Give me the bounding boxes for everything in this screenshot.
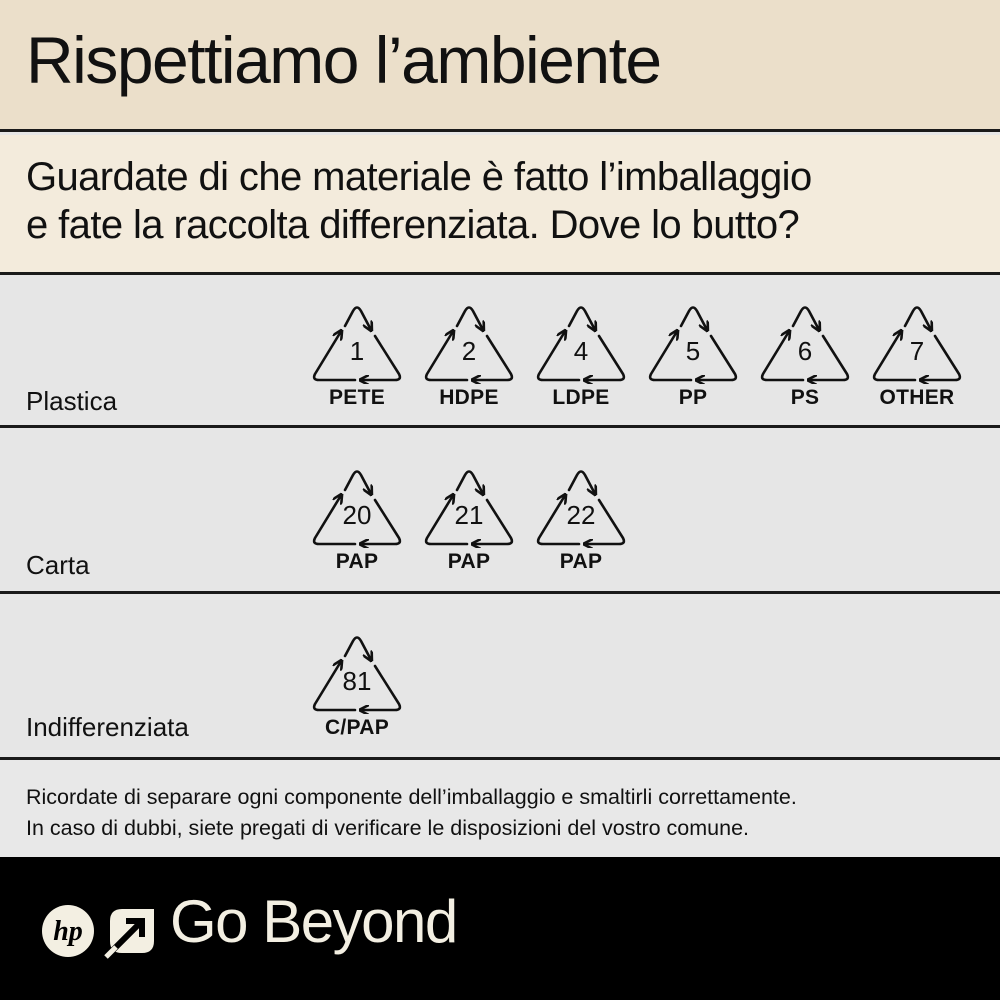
recycling-symbol: 81 C/PAP: [307, 630, 407, 740]
subtitle-line: Guardate di che materiale è fatto l’imba…: [26, 155, 812, 199]
resin-number: 2: [462, 336, 476, 366]
arrow-leaf-icon: [103, 909, 154, 959]
material-code: PAP: [559, 550, 603, 573]
material-code: LDPE: [552, 386, 610, 409]
material-code: C/PAP: [324, 716, 390, 739]
recycle-triangle-icon: 6: [760, 306, 850, 384]
row-label: Carta: [26, 550, 90, 580]
row-plastica: Plastica 1 PETE 2 HDPE 4: [0, 278, 1000, 428]
row-label: Plastica: [26, 386, 118, 416]
resin-number: 20: [343, 500, 372, 530]
row-label: Indifferenziata: [26, 712, 189, 742]
recycling-symbol: 2 HDPE: [419, 300, 519, 410]
material-code: PAP: [447, 550, 491, 573]
row-indifferenziata: Indifferenziata 81 C/PAP: [0, 594, 1000, 760]
subtitle-band: Guardate di che materiale è fatto l’imba…: [0, 135, 1000, 275]
recycle-triangle-icon: 7: [872, 306, 962, 384]
note-band: Ricordate di separare ogni componente de…: [0, 760, 1000, 857]
recycling-symbol: 21 PAP: [419, 464, 519, 574]
material-code: OTHER: [879, 386, 955, 409]
recycle-triangle-icon: 1: [312, 306, 402, 384]
title-band: Rispettiamo l’ambiente: [0, 0, 1000, 132]
hp-logo: hp: [42, 905, 94, 957]
resin-number: 1: [350, 336, 364, 366]
svg-text:hp: hp: [53, 916, 83, 947]
subtitle: Guardate di che materiale è fatto l’imba…: [26, 153, 812, 249]
resin-number: 6: [798, 336, 812, 366]
note: Ricordate di separare ogni componente de…: [26, 782, 797, 844]
footer: hp Go Beyond: [0, 857, 1000, 1000]
resin-number: 81: [343, 666, 372, 696]
recycle-triangle-icon: 21: [424, 470, 514, 548]
note-line: In caso di dubbi, siete pregati di verif…: [26, 816, 750, 840]
row-carta: Carta 20 PAP 21 PAP 22: [0, 428, 1000, 594]
resin-number: 4: [574, 336, 588, 366]
material-code: PETE: [328, 386, 386, 409]
recycling-symbol: 6 PS: [755, 300, 855, 410]
recycling-symbol: 7 OTHER: [867, 300, 967, 410]
page-title: Rispettiamo l’ambiente: [26, 23, 662, 97]
material-code: HDPE: [439, 386, 499, 409]
resin-number: 22: [567, 500, 596, 530]
recycling-symbol: 1 PETE: [307, 300, 407, 410]
material-code: PS: [790, 386, 820, 409]
recycle-triangle-icon: 81: [312, 636, 402, 714]
recycle-triangle-icon: 4: [536, 306, 626, 384]
recycling-symbol: 5 PP: [643, 300, 743, 410]
recycle-triangle-icon: 5: [648, 306, 738, 384]
material-code: PP: [678, 386, 708, 409]
subtitle-line: e fate la raccolta differenziata. Dove l…: [26, 203, 800, 247]
resin-number: 7: [910, 336, 924, 366]
recycle-triangle-icon: 20: [312, 470, 402, 548]
tagline: Go Beyond: [170, 888, 458, 955]
recycling-symbol: 20 PAP: [307, 464, 407, 574]
recycle-triangle-icon: 22: [536, 470, 626, 548]
recycling-symbol: 22 PAP: [531, 464, 631, 574]
resin-number: 21: [455, 500, 484, 530]
resin-number: 5: [686, 336, 700, 366]
recycling-symbol: 4 LDPE: [531, 300, 631, 410]
note-line: Ricordate di separare ogni componente de…: [26, 785, 797, 809]
recycle-triangle-icon: 2: [424, 306, 514, 384]
material-code: PAP: [335, 550, 379, 573]
